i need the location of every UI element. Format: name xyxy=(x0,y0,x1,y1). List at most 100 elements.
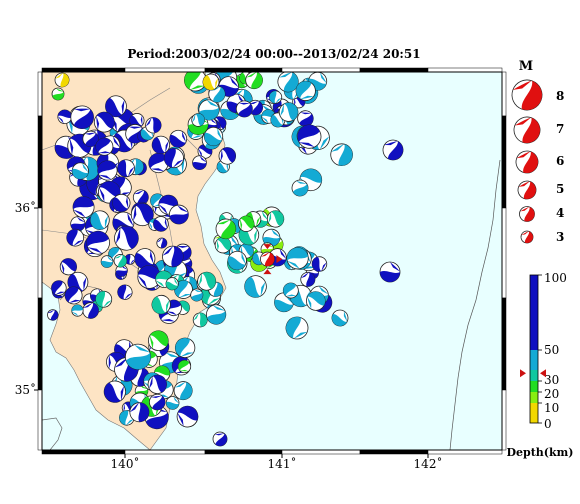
focal-mechanism xyxy=(162,245,184,268)
focal-mechanism xyxy=(379,261,401,283)
magnitude-legend-ball xyxy=(520,230,534,244)
frame-segment xyxy=(37,389,43,451)
focal-mechanism xyxy=(285,316,309,340)
focal-mechanism xyxy=(291,179,309,197)
magnitude-legend-ball xyxy=(519,206,535,222)
focal-mechanism xyxy=(72,196,95,219)
magnitude-legend-ball xyxy=(515,150,539,174)
focal-mechanism xyxy=(191,113,205,127)
focal-mechanism xyxy=(245,72,263,90)
axis-ticks xyxy=(34,207,429,458)
focal-mechanism xyxy=(235,100,253,118)
depth-tick-label: 50 xyxy=(544,343,559,357)
depth-tick-label: 20 xyxy=(544,387,559,401)
frame-segment xyxy=(37,207,43,299)
focal-mechanism xyxy=(130,203,154,227)
frame-segment xyxy=(37,115,43,209)
frame-segment xyxy=(427,449,503,455)
lon-tick-label: 140˚ xyxy=(111,456,140,471)
focal-mechanism xyxy=(227,250,247,271)
magnitude-legend-label: 7 xyxy=(556,122,564,136)
focal-mechanism xyxy=(177,359,192,374)
focal-mechanism xyxy=(192,312,208,328)
frame-segment xyxy=(427,67,503,73)
focal-mechanism xyxy=(117,284,133,300)
magnitude-legend-balls xyxy=(511,79,543,244)
frame-segment xyxy=(41,67,126,73)
focal-mechanism xyxy=(306,291,326,311)
focal-mechanism xyxy=(169,204,189,225)
focal-mechanism xyxy=(54,72,70,88)
focal-mechanism xyxy=(129,402,150,423)
focal-mechanism xyxy=(202,73,220,91)
focal-mechanism xyxy=(330,143,353,167)
focal-mechanism xyxy=(66,228,85,247)
frame-segment xyxy=(204,67,283,73)
focal-mechanism xyxy=(295,80,316,101)
focal-mechanism xyxy=(137,265,162,289)
focal-mechanism xyxy=(70,105,94,130)
lat-tick-label: 36˚ xyxy=(15,200,36,215)
focal-mechanism xyxy=(112,193,131,213)
frame-segment xyxy=(359,67,429,73)
focal-mechanism xyxy=(382,139,404,161)
depth-tick-label: 10 xyxy=(544,401,559,415)
trench-line xyxy=(449,159,501,450)
focal-mechanism xyxy=(278,102,299,122)
focal-mechanism xyxy=(147,374,167,394)
focal-mechanism xyxy=(173,381,193,401)
focal-mechanism xyxy=(64,286,83,305)
depth-bar-green xyxy=(530,381,538,392)
focal-mechanism xyxy=(86,230,110,255)
focal-mechanism xyxy=(192,155,207,171)
focal-mechanism xyxy=(119,410,135,426)
focal-mechanism xyxy=(70,216,86,232)
target-event-marker xyxy=(263,244,272,250)
target-event-marker xyxy=(276,255,283,264)
magnitude-legend-ball xyxy=(511,79,543,111)
lon-tick-label: 141˚ xyxy=(268,456,297,471)
frame-segment xyxy=(501,207,507,299)
depth-bar-mid xyxy=(530,350,538,370)
focal-mechanism xyxy=(215,218,237,240)
magnitude-legend-label: 8 xyxy=(556,89,564,103)
depth-scale-title: Depth(km) xyxy=(507,446,574,459)
focal-mechanism xyxy=(47,309,59,321)
magnitude-legend-label: 3 xyxy=(556,230,564,244)
focal-mechanism xyxy=(103,380,127,403)
focal-mechanism xyxy=(206,304,227,325)
focal-mechanism xyxy=(244,275,267,298)
lon-tick-label: 142˚ xyxy=(414,456,443,471)
depth-marker-left xyxy=(520,369,526,378)
focal-mechanism xyxy=(148,330,169,351)
focal-mechanism xyxy=(203,126,224,147)
focal-mechanism xyxy=(90,210,110,230)
focal-mechanism xyxy=(212,431,228,447)
focal-mechanism xyxy=(82,130,99,147)
frame-segment xyxy=(41,449,126,455)
magnitude-legend-label: 5 xyxy=(556,182,564,196)
frame-segment xyxy=(124,449,206,455)
frame-segment xyxy=(501,389,507,451)
depth-bar-lime xyxy=(530,392,538,403)
focal-mechanism xyxy=(165,396,180,410)
focal-mechanism xyxy=(105,95,127,118)
focal-mechanism xyxy=(300,271,316,287)
focal-mechanism xyxy=(115,264,128,277)
magnitude-legend-label: 6 xyxy=(556,154,564,168)
frame-segment xyxy=(501,115,507,209)
focal-mechanism xyxy=(51,87,65,101)
frame-segment xyxy=(37,71,43,117)
focal-mechanism xyxy=(165,277,179,291)
focal-mechanism xyxy=(100,255,114,268)
magnitude-legend: M 8 7 6 5 4 3 xyxy=(511,59,564,244)
focal-mechanism xyxy=(117,159,135,178)
focal-mechanism xyxy=(95,137,114,156)
focal-mechanism xyxy=(151,295,171,315)
map-area xyxy=(34,67,507,458)
target-event-mechanism xyxy=(259,251,275,267)
focal-mechanism xyxy=(331,309,349,327)
frame-segment xyxy=(359,449,429,455)
focal-mechanism xyxy=(132,189,149,206)
